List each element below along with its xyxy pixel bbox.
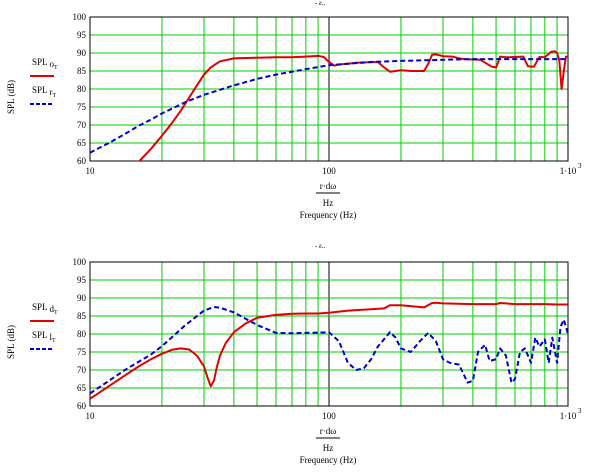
- y-tick-label: 80: [77, 84, 87, 94]
- x-tick-label: 1·10: [560, 166, 577, 176]
- x-axis-label-expr: r·dω: [320, 426, 336, 436]
- x-tick-label: 1·10: [560, 411, 577, 421]
- y-tick-label: 65: [77, 383, 87, 393]
- chart-title-marker: - ƨ..: [315, 0, 326, 7]
- y-tick-label: 80: [77, 329, 87, 339]
- y-tick-label: 75: [77, 347, 87, 357]
- series-line-spl-o_t: [138, 50, 568, 161]
- legend-label: SPL lT: [32, 330, 56, 344]
- legend-label: SPL rT: [32, 85, 56, 99]
- y-tick-label: 70: [77, 120, 87, 130]
- grid: [90, 262, 568, 406]
- series-line-spl-l_t: [90, 306, 568, 395]
- x-tick-label: 100: [322, 166, 336, 176]
- series-line-spl-r_t: [90, 58, 568, 154]
- y-tick-label: 85: [77, 311, 87, 321]
- x-tick-label: 100: [322, 411, 336, 421]
- plot-frame: [89, 16, 569, 162]
- y-tick-label: 95: [77, 30, 87, 40]
- x-axis-label-expr: r·dω: [320, 181, 336, 191]
- y-tick-label: 70: [77, 365, 87, 375]
- legend: SPL oT SPL rT: [30, 57, 58, 105]
- chart-panel-2: 60 65 70 75 80 85 90 95 100 10 100 1·10 3 - ƨ.. SPL (d…: [6, 242, 582, 465]
- y-tick-label: 90: [77, 293, 87, 303]
- x-axis-label-unit: Hz: [323, 443, 334, 453]
- x-tick-label: 10: [86, 411, 96, 421]
- y-tick-label: 65: [77, 138, 87, 148]
- x-tick-label: 10: [86, 166, 96, 176]
- y-tick-label: 85: [77, 66, 87, 76]
- y-axis-label: SPL (dB): [6, 325, 16, 359]
- y-axis-label: SPL (dB): [6, 80, 16, 114]
- legend-label: SPL oT: [32, 57, 58, 71]
- grid: [90, 17, 568, 161]
- chart-title-marker: - ƨ..: [315, 242, 326, 250]
- x-tick-superscript: 3: [578, 407, 582, 415]
- y-tick-label: 60: [77, 156, 87, 166]
- plot-frame: [89, 261, 569, 407]
- series-line-spl-d_t: [90, 301, 568, 400]
- y-tick-label: 100: [73, 257, 87, 267]
- legend: SPL dT SPL lT: [30, 302, 58, 350]
- chart-panel-1: 60 65 70 75 80 85 90 95 100 10 100 1·10 3 - ƨ.. SPL (d…: [6, 0, 582, 220]
- y-tick-label: 100: [73, 12, 87, 22]
- x-axis-label-unit: Hz: [323, 198, 334, 208]
- legend-label: SPL dT: [32, 302, 58, 316]
- y-tick-label: 95: [77, 275, 87, 285]
- y-tick-label: 60: [77, 401, 87, 411]
- x-axis-label: Frequency (Hz): [300, 455, 357, 465]
- x-axis-label: Frequency (Hz): [300, 210, 357, 220]
- x-tick-superscript: 3: [578, 162, 582, 170]
- y-tick-label: 75: [77, 102, 87, 112]
- y-tick-label: 90: [77, 48, 87, 58]
